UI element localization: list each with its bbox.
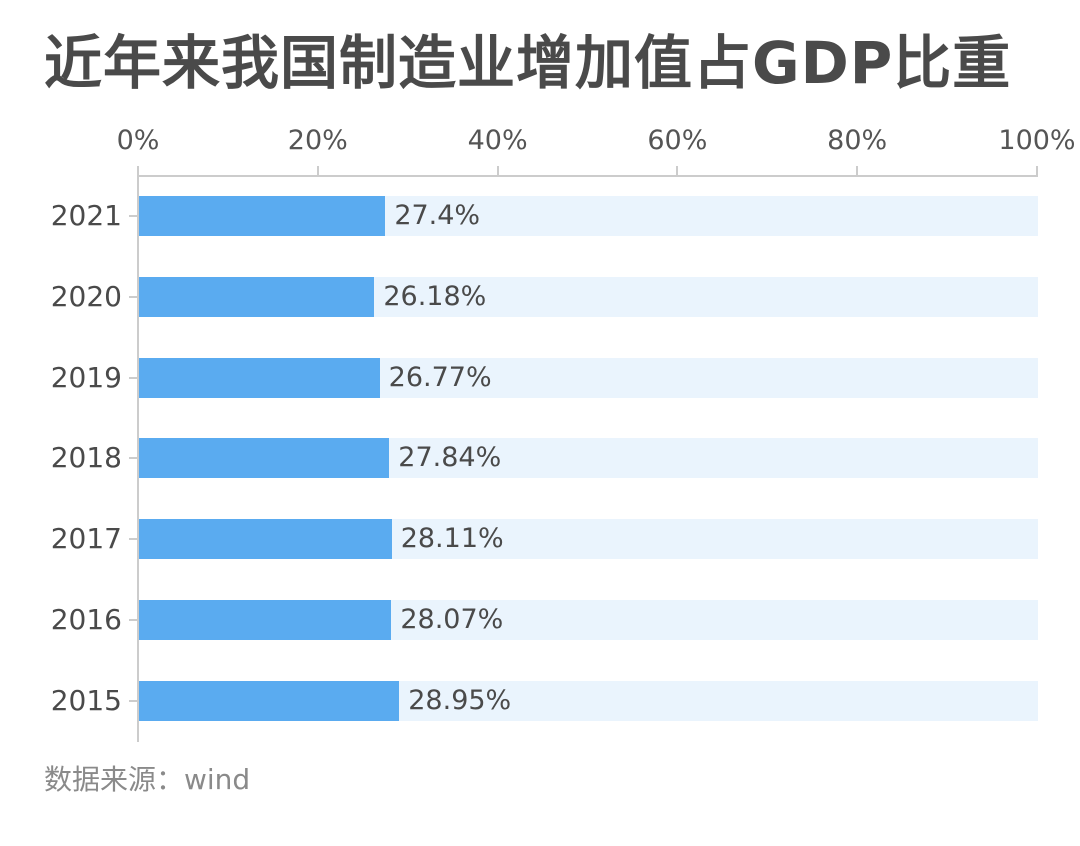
bar-row: 2019 26.77% (0, 357, 1080, 398)
y-category-label: 2015 (50, 683, 122, 717)
x-tick-label: 80% (827, 125, 888, 156)
y-tick-mark (129, 538, 138, 541)
bar-row: 2018 27.84% (0, 438, 1080, 479)
y-tick-mark (129, 457, 138, 460)
x-tick-mark (856, 166, 859, 176)
bar-value-label: 26.77% (388, 361, 492, 393)
bar-2019 (139, 357, 380, 398)
bar-row: 2017 28.11% (0, 519, 1080, 560)
bar-2016 (139, 600, 392, 640)
bar-value-label: 28.11% (400, 523, 504, 555)
data-source-note: 数据来源：wind (44, 763, 251, 796)
y-tick-mark (129, 699, 138, 702)
x-tick-label: 40% (467, 125, 528, 156)
bar-value-label: 27.4% (394, 200, 481, 231)
y-category-label: 2020 (50, 279, 122, 313)
y-tick-mark (129, 295, 138, 298)
bar-row: 2020 26.18% (0, 276, 1080, 317)
bar-2021 (139, 196, 386, 236)
bar-value-label: 28.07% (400, 604, 504, 635)
chart-title: 近年来我国制造业增加值占GDP比重 (44, 29, 1012, 97)
y-category-label: 2017 (50, 522, 122, 556)
x-axis-line (138, 175, 1038, 177)
x-tick-mark (316, 166, 319, 176)
x-tick-mark (496, 166, 499, 176)
x-tick-mark (676, 166, 679, 176)
y-category-label: 2019 (50, 360, 122, 394)
y-tick-mark (129, 376, 138, 379)
bar-value-label: 27.84% (398, 442, 502, 474)
y-category-label: 2021 (50, 199, 122, 232)
bar-2018 (139, 438, 390, 479)
y-category-label: 2016 (50, 603, 122, 636)
y-tick-mark (129, 619, 138, 621)
bar-value-label: 28.95% (408, 684, 512, 716)
bar-row: 2016 28.07% (0, 600, 1080, 640)
x-tick-label: 100% (998, 125, 1076, 156)
bar-row: 2021 27.4% (0, 196, 1080, 236)
x-tick-label: 60% (647, 125, 708, 156)
x-tick-mark (1036, 166, 1038, 176)
bar-value-label: 26.18% (383, 280, 487, 312)
x-tick-mark (137, 166, 139, 176)
bar-2017 (139, 519, 392, 560)
x-tick-label: 0% (116, 125, 160, 156)
y-tick-mark (129, 215, 138, 217)
bar-2015 (139, 680, 400, 721)
y-category-label: 2018 (50, 441, 122, 475)
x-tick-label: 20% (287, 125, 348, 156)
y-axis-line (137, 166, 139, 742)
bar-2020 (139, 276, 375, 317)
bar-row: 2015 28.95% (0, 680, 1080, 721)
